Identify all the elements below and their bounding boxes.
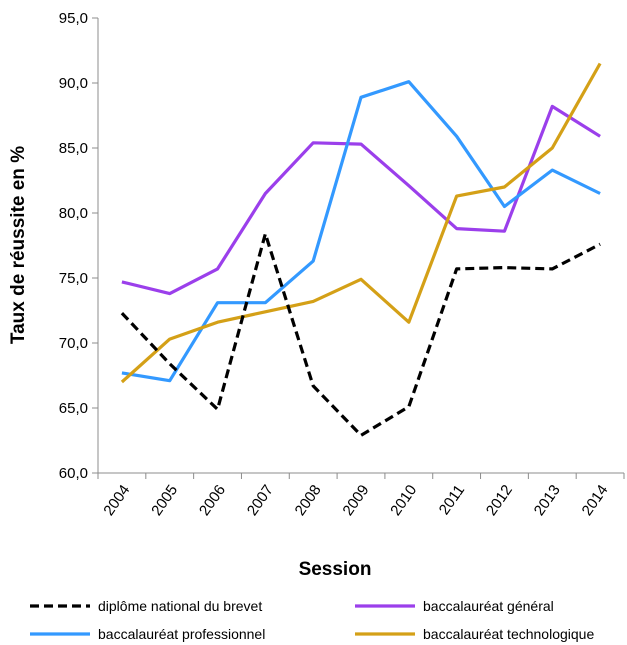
legend-item: baccalauréat professionnel (30, 626, 265, 642)
series-line-0 (120, 232, 601, 437)
legend-label: diplôme national du brevet (98, 598, 262, 614)
legend-item: diplôme national du brevet (30, 598, 262, 614)
series-line-1 (121, 104, 601, 296)
y-axis-ticks: 60,0 65,0 70,0 75,0 80,0 85,0 90,0 95,0 (59, 10, 98, 482)
series-lines (120, 62, 602, 437)
y-tick-label: 65,0 (59, 400, 88, 417)
x-tick-label: 2006 (196, 482, 229, 519)
x-tick-label: 2005 (148, 482, 181, 519)
y-axis-title: Taux de réussite en % (8, 146, 29, 344)
series-line-3 (120, 62, 602, 384)
legend-item: baccalauréat technologique (355, 626, 594, 642)
x-tick-label: 2008 (292, 482, 325, 519)
y-tick-label: 95,0 (59, 10, 88, 27)
x-tick-label: 2014 (579, 482, 612, 519)
y-tick-label: 80,0 (59, 205, 88, 222)
x-tick-label: 2013 (531, 482, 564, 519)
x-axis-ticks: 2004 2005 2006 2007 2008 2009 2010 2011 2012 2013… (97, 473, 625, 519)
y-tick-label: 90,0 (59, 75, 88, 92)
legend-label: baccalauréat général (423, 598, 554, 614)
y-tick-label: 75,0 (59, 270, 88, 287)
legend-item: baccalauréat général (355, 598, 554, 614)
x-tick-label: 2010 (387, 482, 420, 519)
legend-label: baccalauréat technologique (423, 626, 594, 642)
x-tick-label: 2009 (339, 482, 372, 519)
x-tick-label: 2012 (483, 482, 516, 519)
x-tick-label: 2011 (436, 482, 468, 518)
x-tick-label: 2007 (244, 482, 277, 519)
chart-axes (97, 18, 624, 474)
x-axis-title: Session (299, 559, 372, 580)
y-tick-label: 70,0 (59, 335, 88, 352)
series-line-2 (121, 80, 601, 383)
y-tick-label: 60,0 (59, 465, 88, 482)
legend-label: baccalauréat professionnel (98, 626, 265, 642)
x-tick-label: 2004 (100, 482, 133, 519)
chart-legend: diplôme national du brevet baccalauréat g… (30, 598, 594, 642)
y-tick-label: 85,0 (59, 140, 88, 157)
